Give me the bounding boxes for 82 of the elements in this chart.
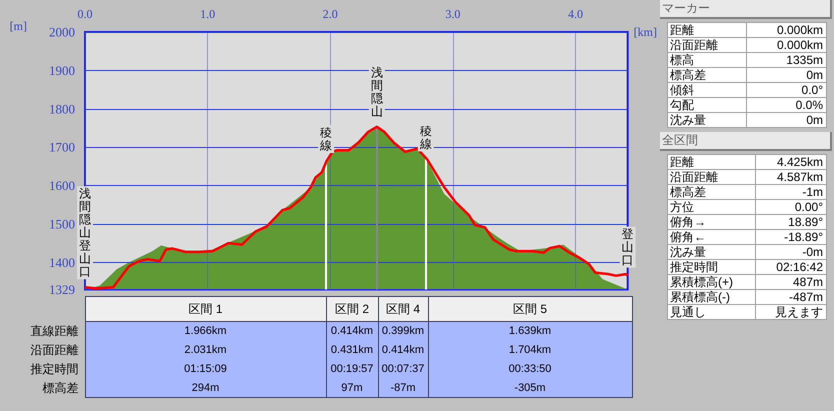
text: 0.399km — [382, 325, 424, 338]
x-tick-label: 3.0 — [445, 7, 460, 21]
text: 0m — [806, 68, 823, 82]
x-tick-label: 1.0 — [200, 7, 216, 21]
category-label: 直線距離 — [30, 324, 78, 338]
text: 02:16:42 — [776, 260, 823, 274]
y-tick-label: 1329 — [49, 282, 75, 297]
text: 97m — [341, 382, 363, 394]
text: 1.639km — [508, 325, 552, 338]
text: 4.425km — [776, 155, 823, 169]
text: -0m — [802, 245, 823, 259]
y-tick-label: 2000 — [49, 24, 75, 40]
text: 487m — [792, 275, 823, 289]
annotation: 浅間隠山登山口 — [79, 186, 91, 279]
category-label: 標高差 — [670, 185, 706, 199]
x-tick-label: 2.0 — [322, 7, 338, 21]
annotation: 稜線 — [319, 125, 332, 152]
text: 全区間 — [660, 132, 832, 151]
text: 2.031km — [184, 344, 227, 356]
category-label: 推定時間 — [670, 260, 718, 274]
category-label: 累積標高(+) — [670, 275, 733, 289]
category-label: 沿面距離 — [670, 170, 718, 184]
text: 0.000km — [776, 38, 823, 52]
annotation: 稜線 — [418, 124, 432, 151]
text: 1.704km — [508, 344, 552, 356]
text: マーカー — [660, 0, 832, 19]
text: 0.414km — [382, 344, 424, 356]
y-tick-label: 1900 — [49, 62, 75, 78]
category-label: 見通し — [670, 305, 706, 319]
category-label: 沿面距離 — [30, 342, 78, 356]
y-tick-label: 1400 — [49, 254, 75, 270]
category-label: 区間 2 — [326, 296, 378, 322]
annotation: 登山口 — [622, 227, 634, 268]
text: -1m — [802, 185, 823, 199]
category-label: 勾配 — [670, 98, 694, 112]
text: 294m — [192, 382, 220, 394]
text: 1335m — [786, 53, 823, 67]
annotation: 浅間隠山 — [370, 65, 383, 118]
x-tick-label: 4.0 — [568, 7, 584, 21]
category-label: 累積標高(-) — [670, 290, 730, 304]
category-label: 距離 — [670, 23, 694, 37]
text: 0.0° — [802, 83, 823, 97]
text: 00:19:57 — [330, 363, 374, 375]
y-tick-label: 1800 — [49, 101, 75, 116]
category-label: 俯角→ — [670, 215, 706, 229]
text: 00:33:50 — [508, 363, 552, 375]
text: 0.0% — [796, 98, 823, 112]
category-label: 区間 5 — [428, 296, 632, 322]
text: -487m — [788, 290, 823, 304]
text: 0.431km — [330, 344, 374, 356]
text: -18.89° — [784, 230, 823, 244]
category-label: 沈み量 — [670, 113, 706, 127]
text: 4.587km — [776, 170, 823, 184]
category-label: 区間 4 — [378, 296, 428, 322]
x-axis-title: [km] — [634, 25, 658, 39]
category-label: 推定時間 — [30, 362, 78, 376]
text: 0m — [806, 113, 823, 127]
y-tick-label: 1500 — [49, 216, 75, 232]
text: 0.00° — [794, 200, 823, 214]
text: -305m — [514, 382, 546, 394]
y-axis-title: [m] — [10, 19, 27, 33]
category-label: 距離 — [670, 155, 694, 169]
text: -87m — [390, 382, 416, 394]
text: 見えます — [775, 305, 823, 319]
category-label: 沿面距離 — [670, 38, 718, 52]
y-tick-label: 1600 — [49, 178, 75, 193]
text: 01:15:09 — [184, 363, 227, 375]
text: 0.414km — [330, 325, 374, 338]
category-label: 標高差 — [42, 380, 78, 394]
category-label: 区間 1 — [85, 296, 326, 322]
y-tick-label: 1700 — [49, 140, 75, 155]
category-label: 俯角← — [670, 230, 706, 244]
category-label: 標高差 — [670, 68, 706, 82]
category-label: 傾斜 — [670, 83, 694, 97]
x-tick-label: 0.0 — [78, 7, 92, 21]
text: 0.000km — [776, 23, 823, 37]
category-label: 沈み量 — [670, 245, 706, 259]
category-label: 標高 — [670, 53, 694, 67]
category-label: 方位 — [670, 200, 694, 214]
text: 00:07:37 — [382, 363, 424, 375]
text: 1.966km — [184, 325, 227, 338]
text: 18.89° — [788, 215, 823, 229]
